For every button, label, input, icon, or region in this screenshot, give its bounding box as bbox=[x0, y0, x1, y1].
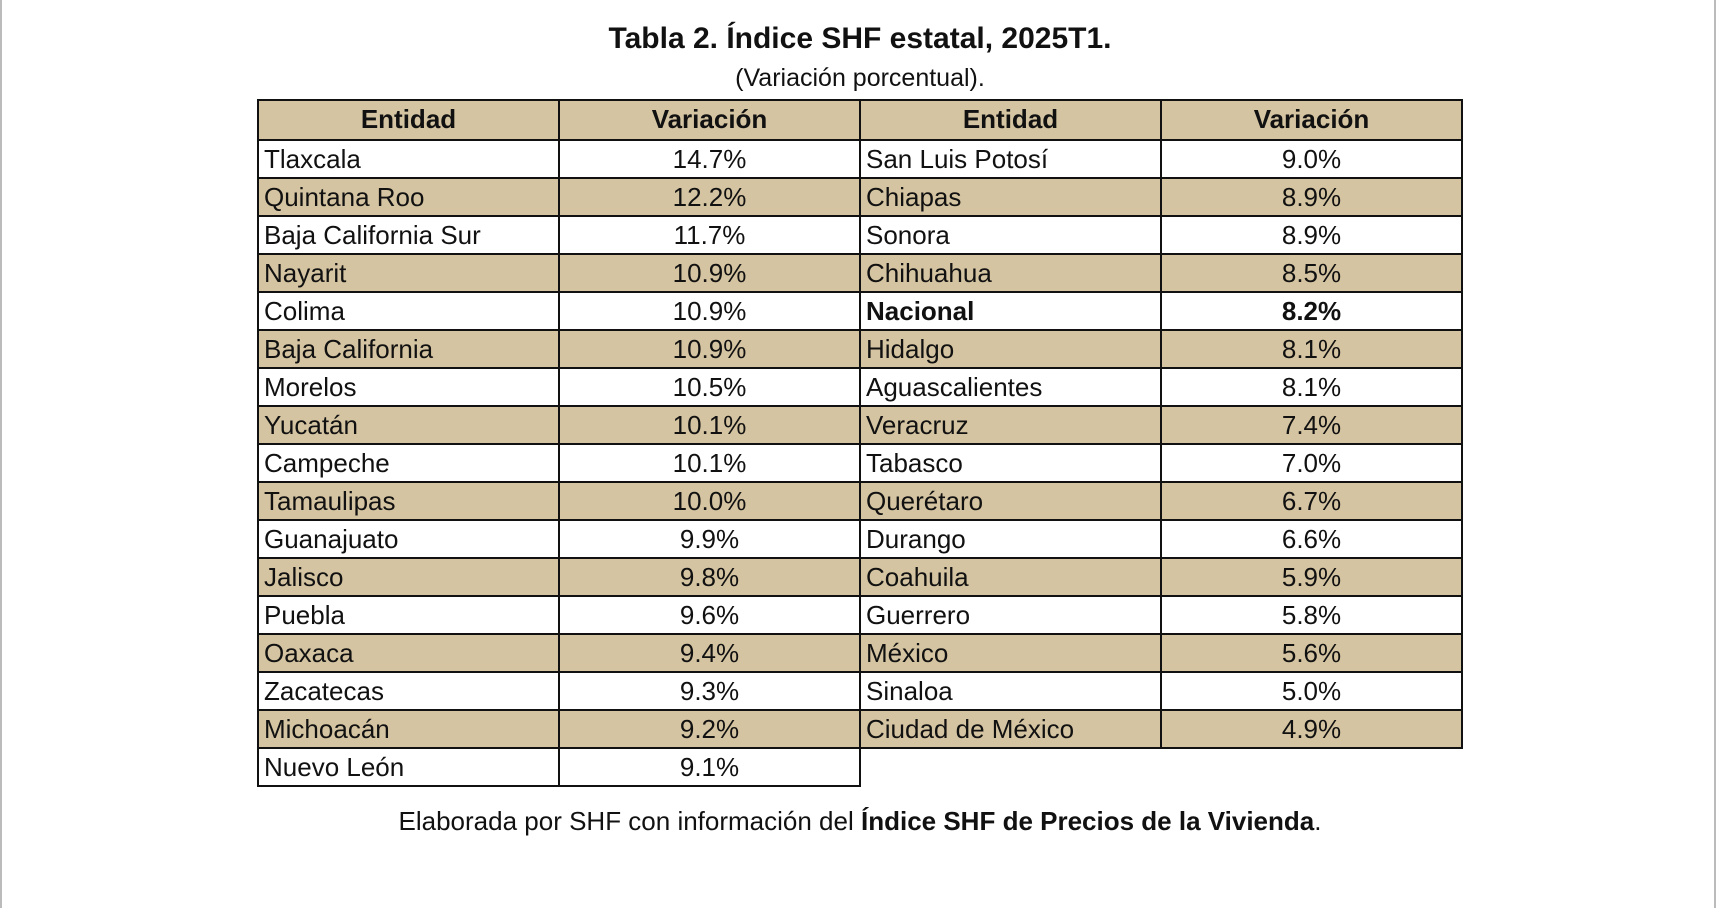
header-cell: Entidad bbox=[859, 99, 1162, 141]
value-cell: 8.2% bbox=[1160, 291, 1463, 331]
value-cell: 7.0% bbox=[1160, 443, 1463, 483]
value-cell: 6.6% bbox=[1160, 519, 1463, 559]
value-cell: 5.6% bbox=[1160, 633, 1463, 673]
value-cell: 12.2% bbox=[558, 177, 861, 217]
value-cell: 5.0% bbox=[1160, 671, 1463, 711]
value-cell: 9.0% bbox=[1160, 139, 1463, 179]
entity-cell: Coahuila bbox=[859, 557, 1162, 597]
header-cell: Variación bbox=[558, 99, 861, 141]
entity-cell: Nuevo León bbox=[257, 747, 560, 787]
entity-cell: Hidalgo bbox=[859, 329, 1162, 369]
value-cell: 9.2% bbox=[558, 709, 861, 749]
entity-cell: Zacatecas bbox=[257, 671, 560, 711]
value-cell: 10.1% bbox=[558, 443, 861, 483]
entity-cell: Michoacán bbox=[257, 709, 560, 749]
subtitle: (Variación porcentual). bbox=[735, 64, 985, 92]
entity-cell: Nacional bbox=[859, 291, 1162, 331]
value-cell: 10.9% bbox=[558, 291, 861, 331]
entity-cell: Guanajuato bbox=[257, 519, 560, 559]
footer-text: . bbox=[1314, 806, 1322, 836]
entity-cell: Yucatán bbox=[257, 405, 560, 445]
value-cell: 8.1% bbox=[1160, 367, 1463, 407]
value-cell: 11.7% bbox=[558, 215, 861, 255]
entity-cell: México bbox=[859, 633, 1162, 673]
entity-cell: Ciudad de México bbox=[859, 709, 1162, 749]
entity-cell: Nayarit bbox=[257, 253, 560, 293]
header-cell: Variación bbox=[1160, 99, 1463, 141]
value-cell: 8.5% bbox=[1160, 253, 1463, 293]
entity-cell: Morelos bbox=[257, 367, 560, 407]
value-cell: 10.1% bbox=[558, 405, 861, 445]
entity-cell: Aguascalientes bbox=[859, 367, 1162, 407]
entity-cell: Tabasco bbox=[859, 443, 1162, 483]
entity-cell: Puebla bbox=[257, 595, 560, 635]
value-cell: 8.1% bbox=[1160, 329, 1463, 369]
title: Tabla 2. Índice SHF estatal, 2025T1. bbox=[608, 22, 1112, 55]
entity-cell: Chihuahua bbox=[859, 253, 1162, 293]
value-cell: 6.7% bbox=[1160, 481, 1463, 521]
value-cell: 9.1% bbox=[558, 747, 861, 787]
value-cell: 5.8% bbox=[1160, 595, 1463, 635]
entity-cell: Veracruz bbox=[859, 405, 1162, 445]
footer: Elaborada por SHF con información del Ín… bbox=[2, 806, 1716, 837]
entity-cell: Baja California bbox=[257, 329, 560, 369]
entity-cell: Oaxaca bbox=[257, 633, 560, 673]
header-cell: Entidad bbox=[257, 99, 560, 141]
value-cell: 10.0% bbox=[558, 481, 861, 521]
entity-cell: Jalisco bbox=[257, 557, 560, 597]
footer-text: Índice SHF de Precios de la Vivienda bbox=[860, 806, 1315, 836]
value-cell: 10.9% bbox=[558, 329, 861, 369]
value-cell: 14.7% bbox=[558, 139, 861, 179]
entity-cell: Sonora bbox=[859, 215, 1162, 255]
value-cell: 9.3% bbox=[558, 671, 861, 711]
value-cell: 9.6% bbox=[558, 595, 861, 635]
value-cell: 8.9% bbox=[1160, 215, 1463, 255]
entity-cell: Querétaro bbox=[859, 481, 1162, 521]
value-cell: 9.9% bbox=[558, 519, 861, 559]
value-cell: 9.4% bbox=[558, 633, 861, 673]
value-cell: 10.9% bbox=[558, 253, 861, 293]
footer-text: Elaborada por SHF con información del bbox=[398, 806, 861, 836]
entity-cell: Campeche bbox=[257, 443, 560, 483]
value-cell: 8.9% bbox=[1160, 177, 1463, 217]
entity-cell: Sinaloa bbox=[859, 671, 1162, 711]
value-cell: 7.4% bbox=[1160, 405, 1463, 445]
entity-cell: Baja California Sur bbox=[257, 215, 560, 255]
entity-cell: Chiapas bbox=[859, 177, 1162, 217]
entity-cell: Guerrero bbox=[859, 595, 1162, 635]
entity-cell: Colima bbox=[257, 291, 560, 331]
entity-cell: San Luis Potosí bbox=[859, 139, 1162, 179]
entity-cell: Tlaxcala bbox=[257, 139, 560, 179]
value-cell: 5.9% bbox=[1160, 557, 1463, 597]
entity-cell: Durango bbox=[859, 519, 1162, 559]
value-cell: 10.5% bbox=[558, 367, 861, 407]
entity-cell: Tamaulipas bbox=[257, 481, 560, 521]
entity-cell: Quintana Roo bbox=[257, 177, 560, 217]
value-cell: 4.9% bbox=[1160, 709, 1463, 749]
value-cell: 9.8% bbox=[558, 557, 861, 597]
